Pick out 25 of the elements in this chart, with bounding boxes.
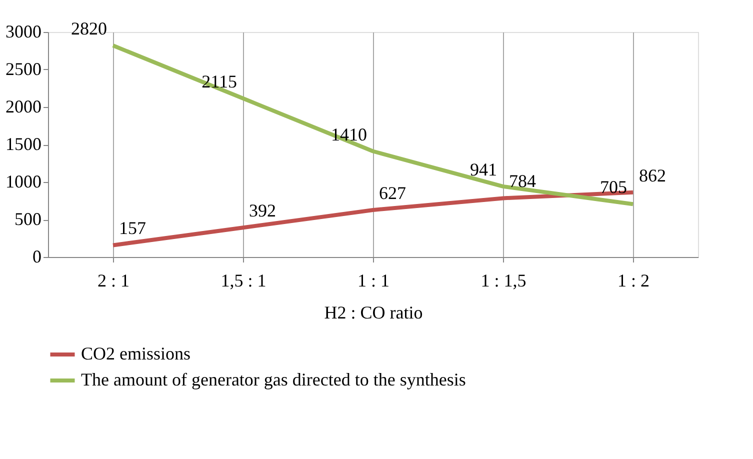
data-label: 157 <box>119 218 146 238</box>
x-tick-label: 1 : 1,5 <box>480 270 526 290</box>
y-tick-label: 2500 <box>6 59 42 79</box>
y-tick-label: 500 <box>14 209 42 229</box>
y-tick-label: 1000 <box>6 172 42 192</box>
y-tick-label: 0 <box>32 246 42 266</box>
legend-label: CO2 emissions <box>81 344 191 364</box>
y-tick-label: 3000 <box>6 22 42 42</box>
data-label: 392 <box>249 200 276 221</box>
y-tick-label: 1500 <box>6 134 42 154</box>
legend-label: The amount of generator gas directed to the synthesis <box>81 370 466 390</box>
data-label: 627 <box>379 182 406 203</box>
x-tick-label: 2 : 1 <box>97 270 130 290</box>
x-tick-label: 1,5 : 1 <box>220 270 266 290</box>
data-label: 2115 <box>202 71 237 92</box>
data-label: 941 <box>470 159 497 180</box>
data-label: 1410 <box>331 124 367 144</box>
y-tick-label: 2000 <box>6 96 42 116</box>
data-label: 784 <box>509 171 536 192</box>
x-tick-label: 1 : 1 <box>357 270 390 290</box>
x-tick-label: 1 : 2 <box>617 270 650 290</box>
x-axis-title: H2 : CO ratio <box>324 302 423 322</box>
line-series <box>111 44 635 206</box>
data-label: 862 <box>639 165 666 186</box>
data-label: 2820 <box>71 18 107 38</box>
